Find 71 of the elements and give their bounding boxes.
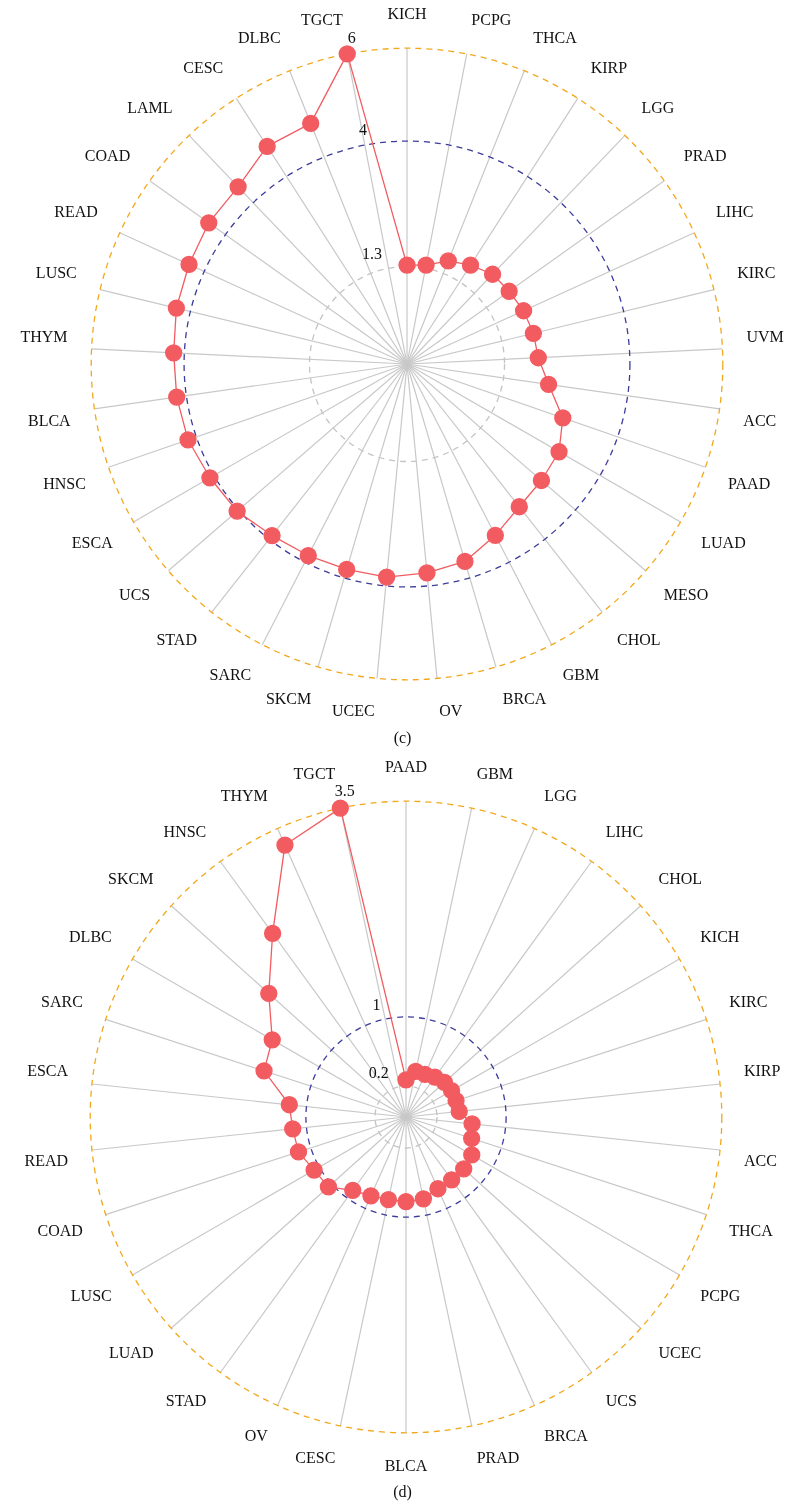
- y-tick-label: 6: [347, 28, 356, 46]
- spoke-label: KIRC: [729, 992, 768, 1010]
- spoke-label: GBM: [476, 765, 514, 783]
- spoke-label: OV: [439, 702, 463, 720]
- spoke-label: TGCT: [293, 765, 336, 783]
- spoke-label: ACC: [743, 1152, 777, 1170]
- spoke-label: SARC: [41, 992, 83, 1010]
- spoke-label: ACC: [743, 412, 777, 430]
- spoke-label: PAAD: [728, 474, 771, 492]
- spoke-label: CHOL: [617, 630, 661, 648]
- text: (d): [393, 1482, 412, 1501]
- spoke-label: BLCA: [27, 412, 72, 430]
- y-tick-label: 4: [358, 120, 367, 138]
- spoke-label: PRAD: [683, 147, 727, 165]
- spoke-label: ESCA: [27, 1062, 69, 1080]
- spoke-label: LIHC: [716, 203, 754, 221]
- spoke-label: READ: [54, 203, 98, 221]
- spoke-label: LUAD: [701, 533, 746, 551]
- spoke-label: CHOL: [658, 870, 703, 888]
- spoke-label: KIRP: [743, 1062, 781, 1080]
- spoke-label: UCS: [605, 1391, 637, 1409]
- spoke-label: CESC: [295, 1449, 336, 1467]
- spoke-label: THCA: [729, 1221, 774, 1239]
- spoke-label: LGG: [544, 787, 578, 805]
- spoke-label: COAD: [84, 147, 131, 165]
- spoke-label: PCPG: [700, 1286, 741, 1304]
- spoke-label: PCPG: [471, 10, 512, 28]
- spoke-label: BRCA: [544, 1427, 589, 1445]
- spoke-label: UVM: [746, 328, 784, 346]
- spoke-label: LUAD: [109, 1344, 154, 1362]
- spoke-label: KIRP: [590, 58, 628, 76]
- spoke-label: HNSC: [43, 474, 86, 492]
- spoke-label: UCS: [119, 586, 151, 604]
- y-tick-label: 1.3: [361, 245, 382, 263]
- spoke-label: CESC: [183, 58, 224, 76]
- spoke-label: LAML: [127, 98, 173, 116]
- y-tick-label: 1: [372, 995, 381, 1013]
- spoke-label: KICH: [700, 927, 740, 945]
- spoke-label: LGG: [641, 98, 675, 116]
- spoke-label: THYM: [20, 328, 68, 346]
- spoke-label: LUSC: [35, 264, 77, 282]
- spoke-label: COAD: [37, 1221, 83, 1239]
- spoke-label: PRAD: [476, 1449, 520, 1467]
- spoke-label: READ: [24, 1152, 69, 1170]
- spoke-label: TGCT: [300, 10, 343, 28]
- spoke-label: KICH: [387, 4, 427, 22]
- spoke-label: UCEC: [658, 1344, 702, 1362]
- spoke-label: GBM: [562, 665, 600, 683]
- spoke-label: PAAD: [384, 757, 428, 775]
- spoke-label: SARC: [209, 665, 252, 683]
- spoke-label: THCA: [533, 29, 578, 47]
- spoke-label: HNSC: [163, 822, 207, 840]
- spoke-label: OV: [244, 1427, 269, 1445]
- y-tick-label: 0.2: [368, 1064, 389, 1082]
- spoke-label: THYM: [220, 787, 268, 805]
- spoke-label: DLBC: [238, 29, 281, 47]
- spoke-label: DLBC: [69, 927, 112, 945]
- spoke-label: KIRC: [737, 264, 776, 282]
- spoke-label: STAD: [165, 1391, 207, 1409]
- spoke-label: BRCA: [502, 689, 547, 707]
- spoke-label: LIHC: [605, 822, 644, 840]
- spoke-label: MESO: [663, 586, 709, 604]
- spoke-label: SKCM: [108, 870, 154, 888]
- spoke-label: UCEC: [332, 702, 375, 720]
- spoke-label: BLCA: [384, 1456, 428, 1474]
- spoke-label: ESCA: [71, 533, 114, 551]
- spoke-label: LUSC: [70, 1286, 112, 1304]
- spoke-label: SKCM: [265, 689, 312, 707]
- spoke-label: STAD: [156, 630, 197, 648]
- y-tick-label: 3.5: [334, 781, 355, 799]
- text: (c): [393, 728, 412, 747]
